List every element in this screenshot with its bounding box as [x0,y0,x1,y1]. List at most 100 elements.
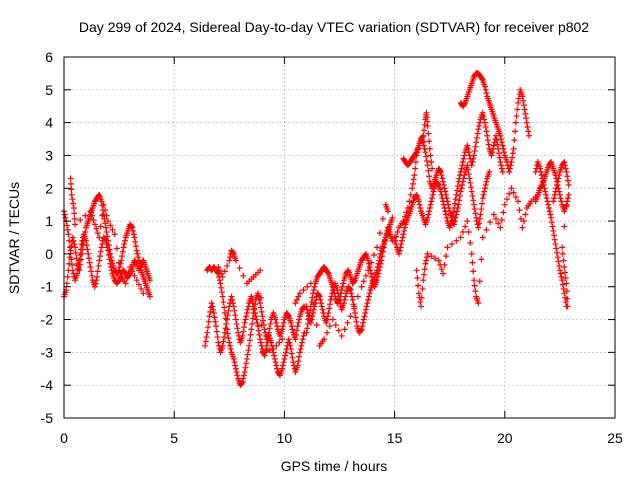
data-point [77,216,84,223]
data-point [329,283,336,290]
data-point [309,294,316,301]
data-point [563,280,570,287]
data-point [233,320,240,327]
data-point [380,244,387,251]
data-point [394,229,401,236]
data-point [344,319,351,326]
data-point [133,247,140,254]
data-point [313,322,320,329]
data-point [289,326,296,333]
data-point [373,244,380,251]
data-point [129,268,136,275]
data-point [330,287,337,294]
data-point [67,180,74,187]
data-point [243,313,250,320]
data-point [66,244,73,251]
data-point [258,308,265,315]
data-point [208,300,215,307]
data-point [432,255,439,262]
data-point [459,178,466,185]
data-point [140,290,147,297]
data-point [299,339,306,346]
data-point [382,234,389,241]
data-point [490,145,497,152]
data-point [560,257,567,264]
data-point [134,250,141,257]
data-point [403,209,410,216]
data-point [439,175,446,182]
data-point [295,319,302,326]
data-point [279,326,286,333]
data-point [253,316,260,323]
data-point [97,223,104,230]
data-point [130,231,137,238]
data-point [559,244,566,251]
data-point [87,208,94,215]
data-point [452,196,459,203]
data-point [480,113,487,120]
y-tick-label: -1 [41,279,54,295]
data-point [68,186,75,193]
data-point [202,338,209,345]
data-point [266,325,273,332]
data-point [63,280,70,287]
data-point [470,155,477,162]
data-point [105,218,112,225]
data-point [393,233,400,240]
series-seg-m [457,70,533,175]
data-point [443,211,450,218]
data-point [470,201,477,208]
data-point [229,296,236,303]
data-point [244,306,251,313]
data-point [506,168,513,175]
plot-frame [63,56,616,419]
data-point [232,362,239,369]
data-point [477,211,484,218]
data-point [429,165,436,172]
data-point [538,172,545,179]
data-point [310,301,317,308]
data-point [497,224,504,231]
data-point [448,241,455,248]
data-point [239,332,246,339]
data-point [349,296,356,303]
data-point [525,128,532,135]
data-point [377,260,384,267]
data-point [441,261,448,268]
data-point [324,316,331,323]
data-point [224,316,231,323]
data-point [556,191,563,198]
data-point [411,172,418,179]
data-point [562,165,569,172]
data-point [304,325,311,332]
data-point [90,216,97,223]
data-point [242,364,249,371]
data-point [260,317,267,324]
series-seg-n [413,185,541,310]
data-point [239,378,246,385]
data-point [520,97,527,104]
data-point [341,326,348,333]
data-point [102,236,109,243]
data-point [263,348,270,355]
data-point [246,342,253,349]
data-point [561,264,568,271]
data-point [71,210,78,217]
data-point [482,181,489,188]
data-point [280,319,287,326]
data-point [230,355,237,362]
data-point [520,102,527,109]
data-point [552,241,559,248]
data-point [426,173,433,180]
data-point [249,296,256,303]
data-point [232,316,239,323]
data-point [280,359,287,366]
data-point [454,208,461,215]
data-point [279,336,286,343]
data-point [113,245,120,252]
data-point [464,162,471,169]
data-point [415,198,422,205]
data-point [413,267,420,274]
data-point [69,234,76,241]
data-point [77,252,84,259]
